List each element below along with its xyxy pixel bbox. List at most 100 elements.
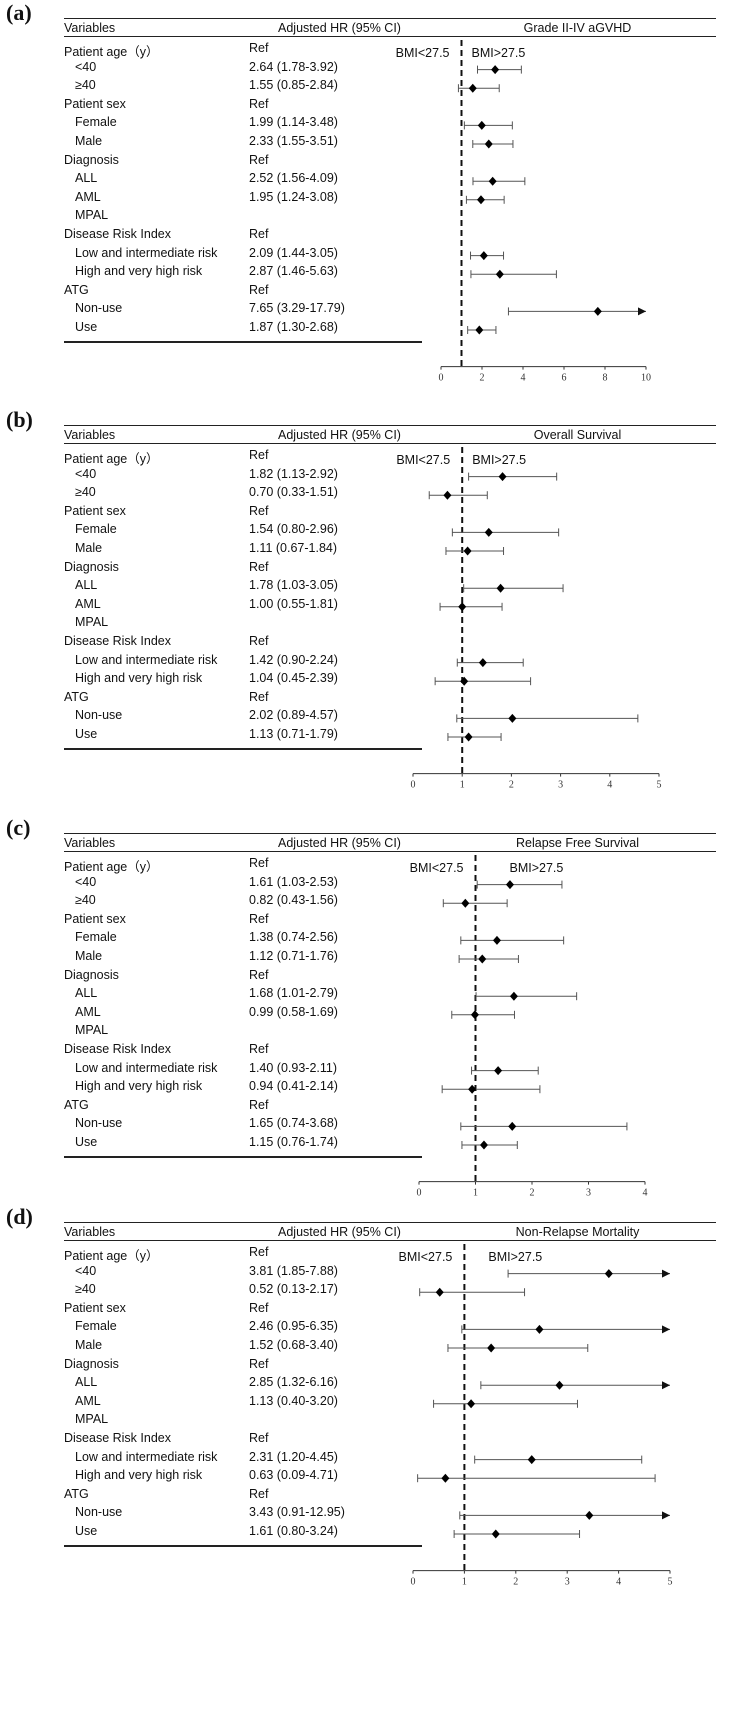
- header-top-rule: [64, 18, 716, 19]
- table-row: ≥40 0.82 (0.43-1.56): [64, 893, 424, 913]
- hr-value: 0.63 (0.09-4.71): [249, 1468, 338, 1483]
- x-axis-tick-label: 4: [521, 373, 526, 384]
- x-axis-tick-label: 4: [643, 1188, 648, 1199]
- point-estimate: [509, 991, 518, 1001]
- point-estimate: [479, 251, 488, 261]
- hr-value: 1.55 (0.85-2.84): [249, 78, 338, 93]
- point-estimate: [505, 880, 514, 890]
- ci-arrow-head: [638, 307, 646, 316]
- table-row: AML 0.99 (0.58-1.69): [64, 1005, 424, 1025]
- variable-label: Diagnosis: [64, 152, 119, 167]
- x-axis-tick-label: 6: [562, 373, 567, 384]
- x-axis-tick-label: 5: [668, 1577, 673, 1588]
- variable-label: Non-use: [75, 301, 123, 316]
- hr-value: 1.78 (1.03-3.05): [249, 578, 338, 593]
- point-estimate: [492, 935, 501, 945]
- variable-label: Use: [75, 1135, 98, 1149]
- hr-value: 0.94 (0.41-2.14): [249, 1079, 338, 1094]
- point-estimate: [477, 120, 486, 130]
- variable-label: Disease Risk Index: [64, 1042, 171, 1056]
- ci-arrow-head: [662, 1325, 670, 1334]
- table-row: ≥40 1.55 (0.85-2.84): [64, 78, 424, 98]
- table-row: ALL 1.68 (1.01-2.79): [64, 986, 424, 1006]
- chart-title: Overall Survival: [533, 428, 622, 442]
- forest-plot: 0 1 2 3 4 5 BMI<27.5 BMI>27.5: [399, 1244, 673, 1588]
- variable-label: Diagnosis: [64, 559, 119, 574]
- hr-value: Ref: [249, 1245, 269, 1259]
- variable-label: Low and intermediate risk: [75, 1060, 218, 1075]
- variable-label: Use: [75, 1524, 98, 1538]
- table-row: MPAL: [64, 1023, 424, 1043]
- point-estimate: [498, 472, 507, 482]
- table-bottom-rule: [64, 747, 422, 750]
- hr-value: 1.61 (0.80-3.24): [249, 1524, 338, 1538]
- variable-label: Patient sex: [64, 503, 126, 518]
- table-row: Low and intermediate risk 2.31 (1.20-4.45…: [64, 1450, 424, 1470]
- table-row: Use 1.87 (1.30-2.68): [64, 320, 424, 340]
- variable-label: Disease Risk Index: [64, 227, 171, 241]
- hr-value: 1.04 (0.45-2.39): [249, 671, 338, 686]
- hr-value: 1.52 (0.68-3.40): [249, 1338, 338, 1352]
- variable-label: ≥40: [75, 1282, 96, 1297]
- table-row: MPAL: [64, 208, 424, 228]
- variable-label: ATG: [64, 1486, 89, 1501]
- hr-value: 7.65 (3.29-17.79): [249, 301, 345, 316]
- x-axis-tick-label: 1: [462, 1577, 467, 1588]
- table-row: High and very high risk 1.04 (0.45-2.39): [64, 671, 424, 691]
- table-row: Disease Risk Index Ref: [64, 1042, 424, 1062]
- bmi-right-label: BMI>27.5: [488, 1250, 542, 1264]
- hr-value: Ref: [249, 856, 269, 870]
- hr-value: 1.99 (1.14-3.48): [249, 115, 338, 130]
- table-row: MPAL: [64, 1412, 424, 1432]
- variable-label: High and very high risk: [75, 264, 203, 279]
- hr-value: 0.99 (0.58-1.69): [249, 1004, 338, 1019]
- hr-value: 1.95 (1.24-3.08): [249, 189, 338, 204]
- table-row: High and very high risk 2.87 (1.46-5.63): [64, 264, 424, 284]
- table-row: Male 2.33 (1.55-3.51): [64, 134, 424, 154]
- point-estimate: [508, 1121, 517, 1131]
- variable-label: Use: [75, 727, 98, 741]
- x-axis-tick-label: 0: [417, 1188, 422, 1199]
- hr-value: 1.54 (0.80-2.96): [249, 522, 338, 537]
- x-axis-tick-label: 5: [657, 780, 662, 791]
- variable-label: Male: [75, 949, 103, 963]
- forest-plot: 0 1 2 3 4 BMI<27.5 BMI>27.5: [410, 855, 648, 1199]
- point-estimate: [491, 1529, 500, 1539]
- hr-value: 1.65 (0.74-3.68): [249, 1116, 338, 1131]
- hr-value: Ref: [249, 96, 269, 111]
- table-row: Low and intermediate risk 1.42 (0.90-2.24…: [64, 653, 424, 673]
- hr-value: Ref: [249, 689, 269, 704]
- variable-label: MPAL: [75, 615, 109, 630]
- variable-label: Patient sex: [64, 911, 126, 926]
- point-estimate: [468, 83, 477, 93]
- forest-panel: (c) Variables Adjusted HR (95% CI) Relapse …: [0, 815, 744, 1215]
- forest-panel: (a) Variables Adjusted HR (95% CI) Grade II…: [0, 0, 744, 400]
- table-row: ATG Ref: [64, 283, 424, 303]
- variable-label: Patient age（y）: [64, 45, 159, 59]
- chart-title: Non-Relapse Mortality: [515, 1225, 640, 1239]
- hr-value: 2.87 (1.46-5.63): [249, 264, 338, 279]
- variable-label: Male: [75, 134, 103, 148]
- point-estimate: [479, 1140, 488, 1150]
- table-row: MPAL: [64, 615, 424, 635]
- x-axis-tick-label: 2: [513, 1577, 518, 1588]
- table-row: Non-use 2.02 (0.89-4.57): [64, 708, 424, 728]
- table-row: Use 1.61 (0.80-3.24): [64, 1524, 424, 1544]
- x-axis-tick-label: 0: [411, 780, 416, 791]
- forest-plot: 0 1 2 3 4 5 BMI<27.5 BMI>27.5: [396, 447, 662, 791]
- table-row: Patient age（y） Ref: [64, 41, 424, 61]
- table-row: ≥40 0.70 (0.33-1.51): [64, 485, 424, 505]
- hr-value: 1.38 (0.74-2.56): [249, 930, 338, 945]
- point-estimate: [508, 713, 517, 723]
- x-axis-tick-label: 4: [616, 1577, 621, 1588]
- variable-label: <40: [75, 466, 97, 481]
- header-bottom-rule: [64, 443, 716, 444]
- table-row: Use 1.15 (0.76-1.74): [64, 1135, 424, 1155]
- point-estimate: [467, 1399, 476, 1409]
- forest-panel: (b) Variables Adjusted HR (95% CI) Overall …: [0, 407, 744, 807]
- hr-value: Ref: [249, 1300, 269, 1315]
- table-row: Patient age（y） Ref: [64, 448, 424, 468]
- table-row: AML 1.13 (0.40-3.20): [64, 1394, 424, 1414]
- variable-label: Female: [75, 115, 117, 130]
- hr-value: 0.70 (0.33-1.51): [249, 485, 338, 500]
